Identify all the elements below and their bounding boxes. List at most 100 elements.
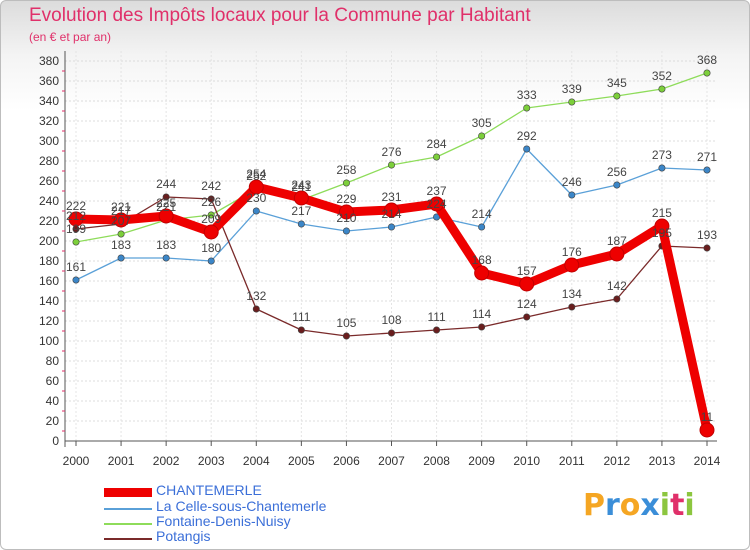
data-label: 195 <box>652 226 672 240</box>
data-point <box>703 166 711 174</box>
data-point <box>703 69 711 77</box>
data-label: 212 <box>66 209 86 223</box>
data-point <box>117 230 125 238</box>
data-point <box>519 276 535 292</box>
legend-swatch <box>104 523 152 525</box>
data-label: 333 <box>517 88 537 102</box>
data-label: 199 <box>66 222 86 236</box>
data-label: 187 <box>607 234 627 248</box>
data-point <box>387 329 395 337</box>
y-tick-label: 160 <box>39 274 59 288</box>
data-point <box>158 208 174 224</box>
logo-letter: t <box>670 488 685 523</box>
data-label: 193 <box>697 228 717 242</box>
data-label: 214 <box>472 207 492 221</box>
x-tick-label: 2007 <box>378 454 405 468</box>
logo-letter: r <box>605 488 620 523</box>
data-point <box>342 179 350 187</box>
data-point <box>613 181 621 189</box>
data-point <box>252 305 260 313</box>
y-tick-label: 20 <box>46 414 60 428</box>
data-label: 271 <box>697 150 717 164</box>
x-tick-label: 2000 <box>63 454 90 468</box>
x-tick-label: 2013 <box>649 454 676 468</box>
x-tick-label: 2010 <box>513 454 540 468</box>
y-tick-label: 220 <box>39 214 59 228</box>
data-point <box>342 332 350 340</box>
data-label: 108 <box>381 313 401 327</box>
data-label: 207 <box>111 214 131 228</box>
data-point <box>523 145 531 153</box>
data-point <box>658 164 666 172</box>
legend-label: CHANTEMERLE <box>156 482 262 498</box>
data-label: 176 <box>562 245 582 259</box>
data-label: 229 <box>336 192 356 206</box>
data-label: 352 <box>652 69 672 83</box>
data-point <box>72 238 80 246</box>
y-tick-label: 180 <box>39 254 59 268</box>
data-label: 111 <box>292 310 311 324</box>
chart-subtitle: (en € et par an) <box>29 30 112 44</box>
data-point <box>478 323 486 331</box>
data-point <box>207 195 215 203</box>
data-point <box>568 191 576 199</box>
data-label: 209 <box>201 212 221 226</box>
data-label: 210 <box>336 211 356 225</box>
chart-title: Evolution des Impôts locaux pour la Comm… <box>29 5 531 26</box>
data-label: 221 <box>111 200 131 214</box>
y-tick-label: 260 <box>39 174 59 188</box>
y-tick-label: 60 <box>46 374 60 388</box>
data-label: 273 <box>652 148 672 162</box>
y-tick-label: 360 <box>39 74 59 88</box>
data-point <box>117 254 125 262</box>
data-point <box>162 254 170 262</box>
data-point <box>72 276 80 284</box>
data-label: 215 <box>652 206 672 220</box>
logo-letter: i <box>684 488 695 523</box>
x-tick-label: 2012 <box>604 454 631 468</box>
data-point <box>613 295 621 303</box>
data-label: 243 <box>291 178 311 192</box>
data-point <box>387 161 395 169</box>
logo-letter: x <box>640 488 660 523</box>
data-point <box>162 193 170 201</box>
data-label: 242 <box>201 179 221 193</box>
data-point <box>68 211 84 227</box>
x-tick-label: 2008 <box>423 454 450 468</box>
data-label: 246 <box>562 175 582 189</box>
data-label: 225 <box>156 196 176 210</box>
data-label: 224 <box>427 197 447 211</box>
x-tick-label: 2009 <box>468 454 495 468</box>
data-point <box>523 313 531 321</box>
data-label: 124 <box>517 297 537 311</box>
data-point <box>252 207 260 215</box>
data-point <box>338 204 354 220</box>
y-tick-label: 0 <box>52 434 59 448</box>
data-point <box>654 218 670 234</box>
data-label: 305 <box>472 116 492 130</box>
data-point <box>207 211 215 219</box>
legend-label: Fontaine-Denis-Nuisy <box>156 513 291 529</box>
data-point <box>568 98 576 106</box>
data-label: 221 <box>156 200 176 214</box>
data-point <box>248 179 264 195</box>
data-point <box>474 265 490 281</box>
data-label: 226 <box>201 195 221 209</box>
x-tick-label: 2005 <box>288 454 315 468</box>
y-tick-label: 120 <box>39 314 59 328</box>
data-point <box>564 257 580 273</box>
data-label: 157 <box>517 264 537 278</box>
legend-swatch <box>104 508 152 510</box>
data-point <box>293 190 309 206</box>
logo-letter: i <box>659 488 671 523</box>
data-label: 292 <box>517 129 537 143</box>
data-label: 217 <box>291 204 311 218</box>
data-point <box>297 220 305 228</box>
data-label: 339 <box>562 82 582 96</box>
data-point <box>568 303 576 311</box>
data-label: 217 <box>111 204 131 218</box>
x-tick-label: 2004 <box>243 454 270 468</box>
x-tick-label: 2002 <box>153 454 180 468</box>
data-label: 222 <box>66 199 86 213</box>
legend-swatch <box>104 538 152 540</box>
